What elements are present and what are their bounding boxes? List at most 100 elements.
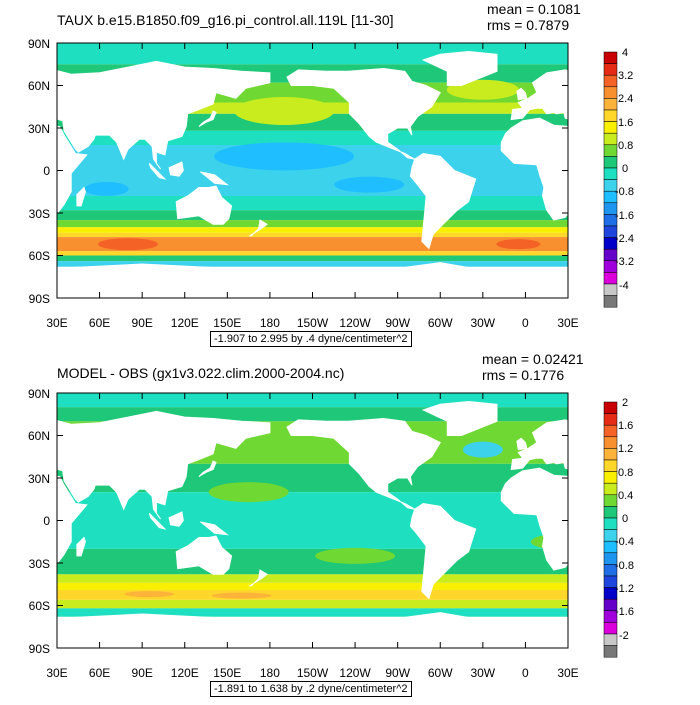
land-polygon [409,152,477,250]
land-polygon [286,67,442,160]
land-polygon [286,417,442,510]
field-anomaly [208,482,289,503]
lon-label: 90W [385,316,410,330]
colorbar-label: 0.4 [618,490,633,502]
field-anomaly [97,238,158,251]
field-anomaly [124,591,175,598]
land-polygon [0,263,271,298]
map-plot [0,41,700,300]
lat-label: 0 [43,514,50,528]
map-plot [0,391,700,650]
colorbar-swatch [603,63,618,76]
lon-label: 150W [297,666,329,680]
lat-label: 30S [29,557,50,571]
lon-label: 120W [339,316,371,330]
lat-label: 60N [28,429,50,443]
lon-label: 90W [385,666,410,680]
field-band [57,599,568,609]
mean-label: mean = 0.1081 [487,1,581,17]
field-band [57,130,568,145]
colorbar-swatch [603,109,618,122]
field-band [57,210,568,221]
field-band [57,608,568,617]
lon-label: 150E [213,666,241,680]
axis-ticks [56,392,569,649]
land-polygon [200,521,229,536]
lon-label: 120W [339,666,371,680]
land-polygon [421,400,498,436]
field-anomaly [496,239,541,250]
lon-label: 60E [89,666,110,680]
field-band [57,255,568,262]
lat-label: 90N [28,37,50,51]
field-anomaly [214,142,355,171]
lon-axis-labels: 30E 60E 90E 120E 150E 180 150W 120W 90W … [46,316,578,330]
panel-model-obs: MODEL - OBS (gx1v3.022.clim.2000-2004.nc… [0,350,700,700]
colorbar-label: -1.2 [615,583,634,595]
lat-label: 90S [29,292,50,306]
lon-label: 30W [470,316,495,330]
contour-range-box: -1.907 to 2.995 by .4 dyne/centimeter^2 [210,331,412,347]
colorbar-swatch [603,413,618,426]
field-anomaly [334,176,405,193]
colorbar-swatch [603,424,618,438]
colorbar-label: 4 [622,47,628,59]
lon-label: 90E [132,316,153,330]
colorbar-swatch [603,132,618,146]
panel-title: MODEL - OBS (gx1v3.022.clim.2000-2004.nc… [57,365,344,381]
lon-label: 0 [522,316,529,330]
land-polygon [198,110,217,128]
colorbar-swatch [603,86,618,99]
lon-label: 30E [557,316,578,330]
lon-label: 150W [297,316,329,330]
land-polygon [76,186,86,207]
lat-label: 30N [28,122,50,136]
lon-label: 0 [522,666,529,680]
colorbar-swatch [603,121,618,134]
colorbar-swatch [603,144,618,157]
colorbar-label: -0.4 [615,536,634,548]
colorbar-label: 2 [622,397,628,409]
frame-mask [0,391,57,650]
land-polygon [248,219,268,237]
land-polygon [168,161,184,177]
panel-model-obs-svg: MODEL - OBS (gx1v3.022.clim.2000-2004.nc… [0,351,700,680]
colorbar-label: -2.4 [615,233,634,245]
lon-label: 180 [260,316,280,330]
colorbar-swatch [603,295,618,308]
colorbar-label: 0.8 [618,140,633,152]
colorbar-swatch [603,482,618,496]
lat-axis-labels: 90N 60N 30N 0 30S 60S 90S [28,387,50,656]
lon-label: 60W [428,666,453,680]
lon-label: 120E [171,666,199,680]
field-band [57,582,568,590]
lon-label: 30W [470,666,495,680]
colorbar-swatch [603,156,618,169]
colorbar-label: 3.2 [618,70,633,82]
land-polygon [148,163,167,180]
field-band [57,492,568,549]
colorbar-swatch [603,401,618,414]
colorbar-label: 0.8 [618,467,633,479]
colorbar-label: -1.6 [615,606,634,618]
land-polygon [516,437,528,451]
colorbar-label: 0 [622,163,628,175]
frame-mask [0,41,57,300]
field-anomaly [315,547,396,564]
land-mask [0,41,700,300]
field-band [57,589,568,600]
lat-label: 60S [29,599,50,613]
land-polygon [198,460,217,478]
rms-label: rms = 0.1776 [482,367,564,383]
colorbar-swatches [603,51,618,308]
contour-range-box: -1.891 to 1.638 by .2 dyne/centimeter^2 [210,681,412,697]
field-band [57,237,568,252]
colorbar-label: -3.2 [615,256,634,268]
colorbar-label: -4 [619,280,629,292]
land-polygon [200,171,229,186]
colorbar-swatch [603,98,618,111]
colorbar-label: -0.8 [615,560,634,572]
lat-label: 30S [29,207,50,221]
colorbar-swatch [603,448,618,461]
lon-label: 30E [46,666,67,680]
